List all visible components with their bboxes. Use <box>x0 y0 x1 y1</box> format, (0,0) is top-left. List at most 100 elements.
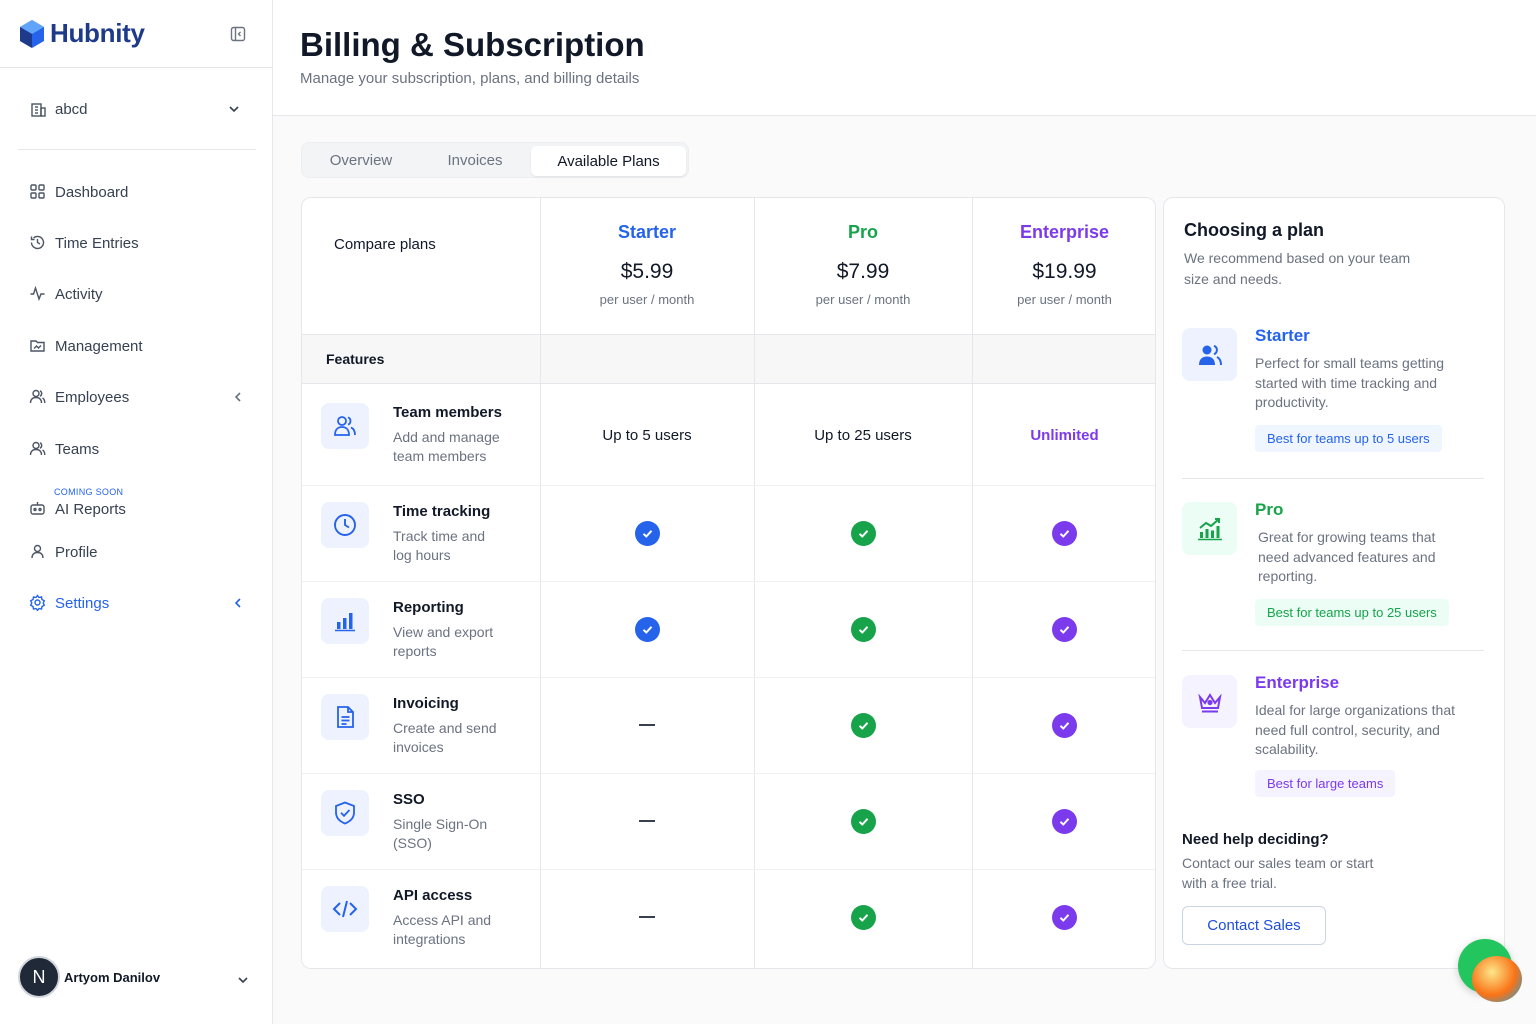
sidebar-item-label: Dashboard <box>55 183 129 201</box>
feature-description: Track time and log hours <box>393 528 486 563</box>
user-menu[interactable]: N Artyom Danilov <box>18 955 258 999</box>
chevron-down-icon <box>236 973 250 987</box>
pro-time-tracking-check <box>754 485 972 581</box>
plan-billing-period: per user / month <box>599 292 695 307</box>
page-subtitle: Manage your subscription, plans, and bil… <box>300 70 640 87</box>
user-name: Artyom Danilov <box>64 969 161 985</box>
pro-api-check <box>754 869 972 965</box>
plan-billing-period: per user / month <box>815 292 911 307</box>
starter-reporting-check <box>540 581 754 677</box>
plan-billing-period: per user / month <box>1017 292 1112 307</box>
robot-icon <box>29 500 47 518</box>
feature-title: Team members <box>393 404 502 421</box>
check-circle-icon <box>850 808 876 834</box>
row-divider <box>302 581 1155 582</box>
org-name: abcd <box>55 100 88 118</box>
recommendation-description: Ideal for large organizations that need … <box>1255 702 1456 757</box>
growth-chart-icon <box>1182 502 1237 555</box>
sidebar-item-time-entries[interactable]: Time Entries <box>29 230 249 256</box>
starter-team-members-value: Up to 5 users <box>602 426 692 444</box>
feature-description: Access API and integrations <box>393 912 492 947</box>
team-icon <box>29 440 47 458</box>
plans-comparison-table: Compare plans Starter $5.99 per user / m… <box>301 197 1156 969</box>
sidebar: Hubnity abcd Dashboard Time Entries Acti… <box>0 0 273 1024</box>
sidebar-item-management[interactable]: Management <box>29 333 249 359</box>
plan-price: $5.99 <box>620 260 674 283</box>
main-content: Billing & Subscription Manage your subsc… <box>273 0 1536 1024</box>
sidebar-item-employees[interactable]: Employees <box>29 384 249 410</box>
tab-overview[interactable]: Overview <box>329 151 393 169</box>
check-circle-icon <box>1052 616 1077 642</box>
building-icon <box>30 101 47 118</box>
gear-icon <box>29 594 47 612</box>
sidebar-item-label: Activity <box>55 285 103 303</box>
chevron-down-icon <box>227 102 241 116</box>
folder-chart-icon <box>29 337 47 355</box>
recommendation-starter: Starter Perfect for small teams getting … <box>1182 326 1482 458</box>
check-circle-icon <box>850 520 876 546</box>
column-divider <box>972 198 973 968</box>
pro-team-members-value: Up to 25 users <box>814 426 912 444</box>
sidebar-collapse-icon[interactable] <box>230 26 246 42</box>
clock-icon <box>321 502 369 548</box>
plan-header-starter: Starter $5.99 per user / month <box>540 198 754 334</box>
tab-available-plans[interactable]: Available Plans <box>531 146 686 176</box>
panel-divider <box>1182 650 1484 651</box>
pro-reporting-check <box>754 581 972 677</box>
feature-description: Add and manage team members <box>393 429 500 464</box>
panel-title: Choosing a plan <box>1184 220 1325 240</box>
sidebar-item-label: Profile <box>55 543 98 561</box>
sidebar-item-profile[interactable]: Profile <box>29 539 249 565</box>
sidebar-divider <box>0 67 272 68</box>
page-header: Billing & Subscription Manage your subsc… <box>273 0 1536 116</box>
brand-logo[interactable]: Hubnity <box>18 18 145 49</box>
column-divider <box>540 198 541 968</box>
check-circle-icon <box>1052 808 1077 834</box>
pro-sso-check <box>754 773 972 869</box>
feature-title: Invoicing <box>393 695 459 712</box>
chevron-left-icon <box>231 390 245 404</box>
feature-description: View and export reports <box>393 624 494 659</box>
org-switcher[interactable]: abcd <box>30 98 245 120</box>
check-circle-icon <box>634 520 660 546</box>
plan-guide-panel: Choosing a plan We recommend based on yo… <box>1163 197 1505 969</box>
dash-icon <box>639 820 655 822</box>
check-circle-icon <box>850 616 876 642</box>
recommendation-badge: Best for teams up to 25 users <box>1255 599 1449 626</box>
enterprise-time-tracking-check <box>972 485 1155 581</box>
plan-price: $7.99 <box>836 260 890 283</box>
avatar: N <box>18 956 60 998</box>
tab-invoices[interactable]: Invoices <box>447 151 503 169</box>
plan-header-pro: Pro $7.99 per user / month <box>754 198 972 334</box>
tab-bar: Overview Invoices Available Plans <box>301 142 689 178</box>
feature-title: SSO <box>393 791 425 808</box>
assistant-avatar-icon[interactable] <box>1472 956 1522 1002</box>
recommendation-badge: Best for large teams <box>1255 770 1396 797</box>
grid-icon <box>29 183 47 201</box>
compare-plans-label: Compare plans <box>334 236 436 253</box>
sidebar-item-label: Settings <box>55 594 110 612</box>
enterprise-invoicing-check <box>972 677 1155 773</box>
feature-title: API access <box>393 887 473 904</box>
plan-price: $19.99 <box>1032 260 1097 283</box>
sidebar-item-teams[interactable]: Teams <box>29 436 249 462</box>
sidebar-item-settings[interactable]: Settings <box>29 590 249 616</box>
row-divider <box>302 485 1155 486</box>
pro-invoicing-check <box>754 677 972 773</box>
sidebar-divider <box>18 149 256 150</box>
row-divider <box>302 773 1155 774</box>
contact-sales-button[interactable]: Contact Sales <box>1182 906 1326 945</box>
row-divider <box>302 869 1155 870</box>
sidebar-item-activity[interactable]: Activity <box>29 281 249 307</box>
check-circle-icon <box>1052 904 1077 930</box>
recommendation-name: Enterprise <box>1255 673 1340 692</box>
sidebar-item-dashboard[interactable]: Dashboard <box>29 179 249 205</box>
hubnity-logo-icon <box>18 19 46 49</box>
check-circle-icon <box>850 904 876 930</box>
sidebar-item-ai-reports[interactable]: AI Reports <box>29 496 249 522</box>
crown-icon <box>1182 675 1237 728</box>
sidebar-item-label: Management <box>55 337 143 355</box>
column-divider <box>754 198 755 968</box>
activity-icon <box>29 285 47 303</box>
plan-name: Enterprise <box>1019 222 1110 242</box>
